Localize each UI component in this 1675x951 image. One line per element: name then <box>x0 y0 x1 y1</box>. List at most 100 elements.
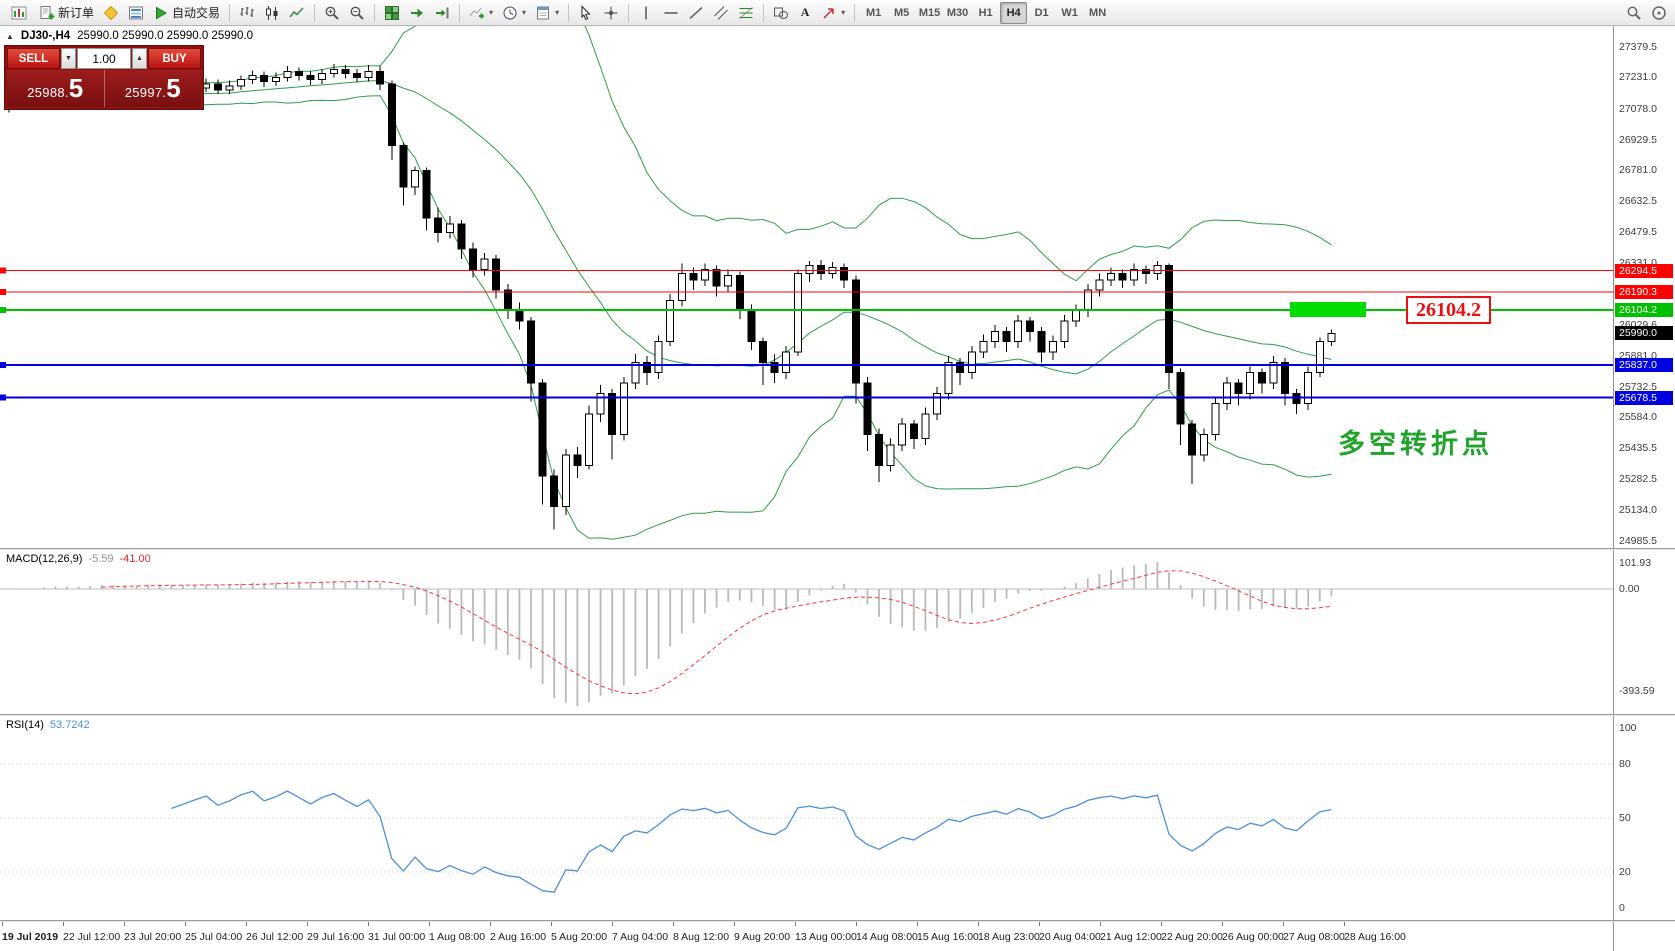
rsi-title: RSI(14) <box>6 719 44 731</box>
macd-canvas[interactable] <box>0 550 1613 714</box>
time-tick <box>1161 922 1162 926</box>
search-icon[interactable] <box>1622 2 1646 24</box>
main-chart-panel: ▲ DJ30-,H4 25990.0 25990.0 25990.0 25990… <box>0 26 1613 548</box>
toolbar-separator <box>229 3 231 22</box>
time-tick <box>856 922 857 926</box>
chinese-annotation[interactable]: 多空转折点 <box>1338 429 1493 459</box>
periods-icon[interactable]: ▾ <box>498 2 530 24</box>
rsi-canvas[interactable] <box>0 716 1613 920</box>
time-axis[interactable]: 19 Jul 2019 22 Jul 12:00 23 Jul 20:00 25 Ju… <box>0 922 1613 951</box>
fibonacci-icon[interactable] <box>734 2 758 24</box>
timeframe-w1[interactable]: W1 <box>1056 2 1083 24</box>
rsi-axis-label: 50 <box>1619 812 1631 824</box>
indicators-icon[interactable]: ▾ <box>465 2 497 24</box>
volume-input[interactable] <box>77 48 131 69</box>
time-tick <box>2 922 3 926</box>
indicators-glyph <box>469 7 485 18</box>
timeframe-m30[interactable]: M30 <box>944 2 971 24</box>
tile-windows-icon[interactable] <box>380 2 404 24</box>
price-text-label[interactable]: 26104.2 <box>1406 296 1491 324</box>
price-tick: 26929.5 <box>1619 133 1657 146</box>
price-axis[interactable]: 27379.5 27231.0 27078.0 26929.5 26781.0 26632… <box>1613 26 1675 951</box>
panel-splitter[interactable] <box>0 714 1675 716</box>
candlestick-glyph <box>266 5 278 20</box>
toolbar-separator <box>459 3 461 22</box>
price-tick: 27379.5 <box>1619 40 1657 53</box>
time-label: 7 Aug 04:00 <box>612 931 669 943</box>
shapes-icon[interactable] <box>769 2 793 24</box>
chart-shift-icon[interactable] <box>430 2 454 24</box>
time-tick <box>1100 922 1101 926</box>
trendline-icon[interactable] <box>684 2 708 24</box>
time-label: 18 Aug 23:00 <box>978 931 1040 943</box>
auto-scroll-glyph <box>411 8 424 17</box>
arrows-icon[interactable]: ▾ <box>817 2 849 24</box>
line-chart-icon[interactable] <box>285 2 309 24</box>
metaeditor-icon[interactable] <box>99 2 123 24</box>
channel-icon[interactable] <box>709 2 733 24</box>
auto-scroll-icon[interactable] <box>405 2 429 24</box>
horizontal-line-icon[interactable] <box>659 2 683 24</box>
zoom-in-icon[interactable] <box>320 2 344 24</box>
chart-window-glyph <box>11 6 27 19</box>
zoom-in-glyph <box>325 6 339 20</box>
time-tick <box>978 922 979 926</box>
volume-down-button[interactable]: ▼ <box>61 48 76 69</box>
vertical-line-glyph <box>645 6 647 19</box>
channel-glyph <box>714 5 728 20</box>
time-tick <box>551 922 552 926</box>
time-label: 19 Jul 2019 <box>2 931 59 943</box>
timeframe-m5[interactable]: M5 <box>888 2 915 24</box>
templates-dropdown-arrow: ▾ <box>555 8 560 17</box>
market-watch-icon[interactable] <box>124 2 148 24</box>
one-click-toggle-icon[interactable]: ▲ <box>6 31 14 41</box>
toolbar-separator <box>763 3 765 22</box>
time-label: 2 Aug 16:00 <box>490 931 547 943</box>
sell-button[interactable]: SELL <box>7 48 60 69</box>
auto-trading-button[interactable]: 自动交易 <box>149 2 224 24</box>
timeframe-h4[interactable]: H4 <box>1000 1 1028 24</box>
timeframe-d1[interactable]: D1 <box>1028 2 1055 24</box>
crosshair-icon[interactable] <box>599 2 623 24</box>
text-icon[interactable]: A <box>794 2 816 24</box>
timeframe-m1[interactable]: M1 <box>860 2 887 24</box>
price-tick: 25584.0 <box>1619 411 1657 424</box>
timeframe-h1[interactable]: H1 <box>972 2 999 24</box>
price-tick: 27231.0 <box>1619 71 1657 84</box>
panel-splitter[interactable] <box>0 548 1675 550</box>
one-click-trading-panel: SELL ▼ ▲ BUY 25988.5 25997.5 <box>4 45 204 110</box>
templates-icon[interactable]: ▾ <box>531 2 563 24</box>
vertical-line-icon[interactable] <box>634 2 658 24</box>
chart-window-icon[interactable] <box>4 1 34 25</box>
bar-chart-icon[interactable] <box>235 2 259 24</box>
new-order-button[interactable]: 新订单 <box>35 2 98 24</box>
timeframe-m15[interactable]: M15 <box>916 2 943 24</box>
sell-price-main: 25988. <box>27 85 69 100</box>
timeframe-mn[interactable]: MN <box>1084 2 1111 24</box>
time-label: 21 Aug 12:00 <box>1100 931 1162 943</box>
green-highlight-box[interactable] <box>1290 302 1366 317</box>
time-tick <box>673 922 674 926</box>
zoom-out-icon[interactable] <box>345 2 369 24</box>
main-chart-canvas[interactable] <box>0 26 1613 548</box>
volume-up-button[interactable]: ▲ <box>132 48 147 69</box>
sell-price[interactable]: 25988. 5 <box>7 70 105 107</box>
candlestick-chart-icon[interactable] <box>260 2 284 24</box>
buy-price[interactable]: 25997. 5 <box>105 70 202 107</box>
text-tool-label: A <box>800 5 810 19</box>
time-label: 14 Aug 08:00 <box>856 931 918 943</box>
help-icon[interactable] <box>1647 2 1671 24</box>
shapes-glyph <box>774 7 789 19</box>
time-label: 15 Aug 16:00 <box>917 931 979 943</box>
buy-button[interactable]: BUY <box>148 48 201 69</box>
horizontal-line-glyph <box>664 11 678 14</box>
time-tick <box>124 922 125 926</box>
new-order-label: 新订单 <box>58 6 95 20</box>
time-label: 31 Jul 00:00 <box>368 931 426 943</box>
macd-header: MACD(12,26,9) -5.59 -41.00 <box>6 553 151 565</box>
panel-splitter[interactable] <box>0 920 1675 922</box>
time-label: 27 Aug 08:00 <box>1283 931 1345 943</box>
time-tick <box>1344 922 1345 926</box>
bar-chart-glyph <box>240 6 254 17</box>
cursor-icon[interactable] <box>574 2 598 24</box>
